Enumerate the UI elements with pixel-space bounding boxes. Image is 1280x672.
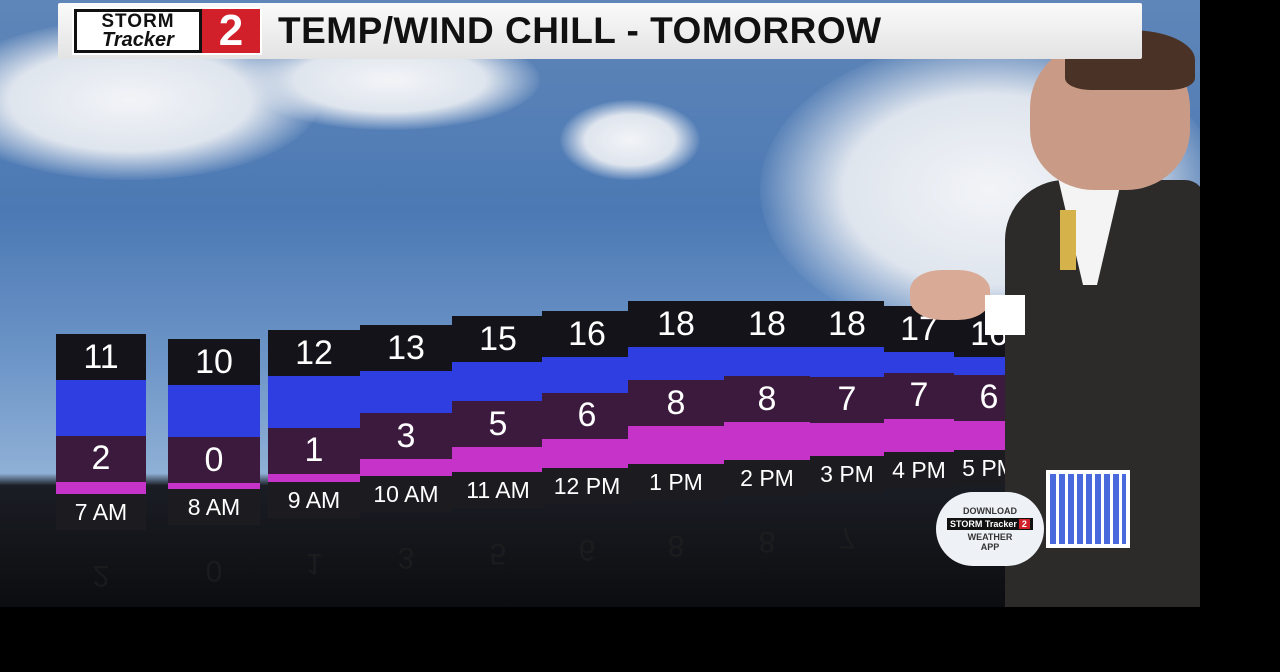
windchill-value-box: 7 (810, 376, 884, 423)
windchill-bar (56, 481, 146, 494)
chart-column: 18 8 2 PM 8 (724, 0, 810, 607)
temp-bar (724, 347, 810, 377)
time-label: 1 PM (628, 464, 724, 500)
temp-bar (628, 347, 724, 381)
windchill-value-box: 3 (360, 413, 452, 460)
chart-column: 18 8 1 PM 8 (628, 0, 724, 607)
reflection: 8 (667, 529, 685, 562)
promo-logo-number: 2 (1018, 519, 1030, 529)
chart-column: 18 7 3 PM 7 (810, 0, 884, 607)
windchill-bar (168, 483, 260, 489)
chart-column: 12 1 9 AM 1 (268, 0, 360, 607)
promo-text: WEATHER (967, 532, 1013, 542)
temp-bar (452, 362, 544, 401)
temp-bar (884, 352, 954, 373)
logo-text: STORM (101, 11, 175, 32)
windchill-value-box: 8 (724, 376, 810, 423)
qr-code (1046, 470, 1130, 548)
temp-value-box: 18 (628, 301, 724, 347)
windchill-bar (724, 422, 810, 460)
windchill-bar (360, 459, 452, 476)
temp-bar (168, 385, 260, 437)
temp-value-box: 18 (810, 301, 884, 347)
windchill-value-box: 6 (542, 392, 632, 439)
logo-number: 2 (202, 6, 260, 55)
time-label: 10 AM (360, 476, 452, 512)
temp-value-box: 16 (542, 311, 632, 357)
page-title: TEMP/WIND CHILL - TOMORROW (278, 10, 882, 51)
windchill-value-box: 8 (628, 380, 724, 427)
reflection: 3 (397, 541, 415, 574)
windchill-value-box: 5 (452, 401, 544, 447)
reflection: 0 (205, 554, 223, 587)
time-label: 12 PM (542, 468, 632, 504)
temp-value-box: 18 (724, 301, 810, 347)
time-label: 11 AM (452, 472, 544, 508)
temp-value-box: 11 (56, 334, 146, 380)
temp-bar (56, 380, 146, 436)
windchill-bar (542, 438, 632, 468)
reflection: 1 (305, 547, 323, 580)
windchill-value-box: 2 (56, 435, 146, 482)
reflection: 7 (838, 521, 856, 554)
app-download-promo: DOWNLOAD STORM Tracker 2 WEATHER APP (936, 492, 1044, 566)
promo-text: DOWNLOAD (963, 506, 1017, 516)
windchill-value-box: 7 (884, 372, 954, 419)
time-label: 8 AM (168, 489, 260, 525)
chart-column: 10 0 8 AM 0 (168, 0, 260, 607)
windchill-bar (268, 473, 360, 482)
temp-value-box: 10 (168, 339, 260, 385)
chart-column: 11 2 7 AM 2 (56, 0, 146, 607)
windchill-bar (628, 426, 724, 464)
promo-text: APP (980, 542, 1000, 552)
time-label: 2 PM (724, 460, 810, 496)
temp-bar (810, 347, 884, 377)
promo-logo-text: STORM Tracker (950, 519, 1017, 529)
time-label: 7 AM (56, 494, 146, 530)
temp-value-box: 13 (360, 325, 452, 371)
time-label: 3 PM (810, 456, 884, 492)
logo-text: Tracker (102, 29, 174, 51)
time-label: 4 PM (884, 452, 954, 488)
temp-bar (360, 371, 452, 414)
windchill-value-box: 0 (168, 437, 260, 483)
chart-column: 15 5 11 AM 5 (452, 0, 544, 607)
windchill-bar (810, 422, 884, 456)
stormtracker2-logo: STORM Tracker 2 (72, 6, 262, 55)
reflection: 5 (489, 537, 507, 570)
promo-logo: STORM Tracker 2 (947, 518, 1033, 530)
time-label: 9 AM (268, 482, 360, 518)
reflection: 8 (758, 525, 776, 558)
cloud (560, 100, 700, 180)
reflection: 2 (92, 559, 110, 592)
windchill-value-box: 1 (268, 427, 360, 474)
reflection: 6 (578, 533, 596, 566)
windchill-bar (884, 418, 954, 452)
temp-bar (268, 376, 360, 428)
chart-column: 13 3 10 AM 3 (360, 0, 452, 607)
temp-value-box: 12 (268, 330, 360, 376)
temp-value-box: 15 (452, 316, 544, 362)
chart-column: 16 6 12 PM 6 (542, 0, 632, 607)
windchill-bar (452, 447, 544, 472)
temp-bar (542, 357, 632, 393)
